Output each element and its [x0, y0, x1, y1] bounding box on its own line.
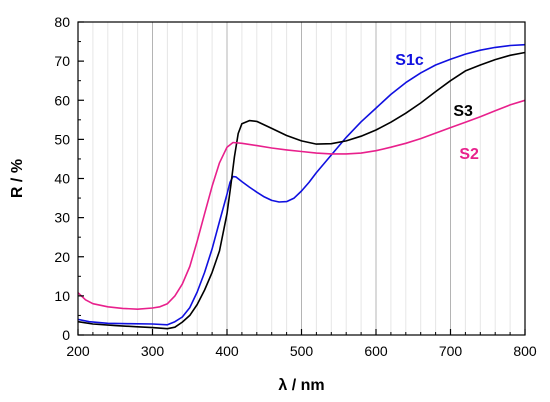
- y-tick-label: 60: [54, 92, 70, 108]
- axis-ticks: [77, 21, 526, 336]
- x-tick-label: 700: [439, 343, 463, 359]
- x-tick-label: 300: [141, 343, 165, 359]
- grid-lines: [92, 22, 511, 335]
- y-tick-label: 50: [54, 131, 70, 147]
- y-tick-label: 70: [54, 53, 70, 69]
- series-line-s2: [77, 99, 526, 310]
- y-tick-label: 0: [62, 327, 70, 343]
- y-tick-label: 20: [54, 249, 70, 265]
- series-label-s3: S3: [453, 103, 473, 120]
- x-tick-label: 800: [513, 343, 537, 359]
- x-tick-label: 200: [66, 343, 90, 359]
- x-axis-title: λ / nm: [278, 377, 324, 394]
- y-axis-title: R / %: [9, 159, 26, 198]
- y-tick-label: 10: [54, 288, 70, 304]
- series-line-s1c: [77, 43, 526, 326]
- x-tick-label: 500: [290, 343, 314, 359]
- x-tick-label: 400: [215, 343, 239, 359]
- series-labels: S1c S3 S2: [395, 52, 479, 163]
- y-tick-label: 40: [54, 171, 70, 187]
- series-lines: [77, 43, 526, 330]
- series-label-s1c: S1c: [395, 52, 424, 69]
- y-tick-label: 80: [54, 14, 70, 30]
- series-label-s2: S2: [459, 146, 479, 163]
- y-tick-label: 30: [54, 210, 70, 226]
- tick-labels: 200 300 400 500 600 700 800 0 10 20 30 40 50 60 70 80: [54, 14, 536, 359]
- x-tick-label: 600: [364, 343, 388, 359]
- series-line-s3: [77, 51, 526, 330]
